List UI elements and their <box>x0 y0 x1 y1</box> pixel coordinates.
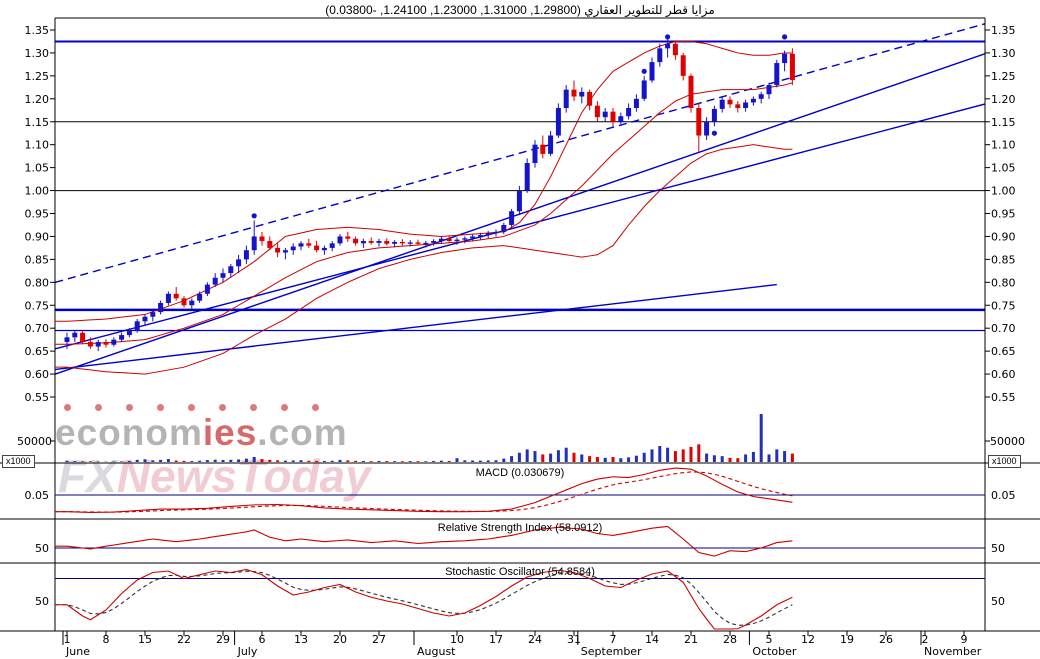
svg-text:8: 8 <box>103 633 110 646</box>
chart-frame <box>0 17 1040 632</box>
svg-text:26: 26 <box>879 633 893 646</box>
svg-text:50: 50 <box>35 542 49 555</box>
svg-text:50000: 50000 <box>990 435 1025 448</box>
svg-text:15: 15 <box>138 633 152 646</box>
svg-text:1.15: 1.15 <box>25 116 50 129</box>
svg-text:12: 12 <box>801 633 815 646</box>
svg-text:0.60: 0.60 <box>991 368 1016 381</box>
svg-text:November: November <box>924 645 982 658</box>
rsi-line <box>55 525 793 557</box>
candles <box>64 39 795 352</box>
marker-dots <box>251 34 788 219</box>
date-axis: 1 8 15 22 29 6 13 20 27 10 17 24 31 7 14 21 28 5 12 19 26 2 9J… <box>62 631 982 658</box>
svg-text:0.95: 0.95 <box>991 208 1016 221</box>
svg-text:7: 7 <box>610 633 617 646</box>
svg-text:22: 22 <box>177 633 191 646</box>
svg-text:0.05: 0.05 <box>25 489 50 502</box>
watermark-fxnewstoday: FXNewsToday <box>58 449 371 503</box>
svg-text:1.10: 1.10 <box>991 139 1016 152</box>
svg-text:0.80: 0.80 <box>25 276 50 289</box>
svg-text:1.05: 1.05 <box>991 162 1016 175</box>
svg-text:0.05: 0.05 <box>991 489 1016 502</box>
svg-text:0.85: 0.85 <box>25 253 50 266</box>
svg-text:31: 31 <box>567 633 581 646</box>
svg-text:1.10: 1.10 <box>25 139 50 152</box>
svg-text:10: 10 <box>450 633 464 646</box>
svg-text:1.05: 1.05 <box>25 162 50 175</box>
svg-text:October: October <box>752 645 796 658</box>
svg-text:June: June <box>65 645 90 658</box>
price-axis-labels: 1.35 1.35 1.30 1.30 1.25 1.25 1.20 1.20 1.15 1.15… <box>17 24 1025 608</box>
svg-text:1.00: 1.00 <box>25 185 50 198</box>
svg-text:0.70: 0.70 <box>25 322 50 335</box>
watermark-fx: FX <box>58 450 117 502</box>
svg-text:50000: 50000 <box>17 435 52 448</box>
svg-text:July: July <box>237 645 258 658</box>
svg-text:1.25: 1.25 <box>25 70 50 83</box>
svg-text:1.35: 1.35 <box>991 24 1016 37</box>
svg-text:0.85: 0.85 <box>991 253 1016 266</box>
watermark-economies-com: .com <box>257 412 348 453</box>
svg-text:0.90: 0.90 <box>991 230 1016 243</box>
svg-text:21: 21 <box>684 633 698 646</box>
volume-unit-label-left: x1000 <box>2 455 35 468</box>
stochastic-lines <box>55 568 793 630</box>
svg-text:6: 6 <box>259 633 266 646</box>
svg-text:2: 2 <box>922 633 929 646</box>
svg-text:17: 17 <box>489 633 503 646</box>
svg-text:50: 50 <box>35 595 49 608</box>
svg-text:50: 50 <box>991 595 1005 608</box>
svg-text:9: 9 <box>961 633 968 646</box>
svg-text:August: August <box>417 645 456 658</box>
svg-text:1.25: 1.25 <box>991 70 1016 83</box>
svg-text:1: 1 <box>64 633 71 646</box>
volume-unit-label-right: x1000 <box>988 455 1021 468</box>
svg-text:0.90: 0.90 <box>25 230 50 243</box>
svg-text:0.55: 0.55 <box>25 391 50 404</box>
svg-text:50: 50 <box>991 542 1005 555</box>
svg-text:29: 29 <box>216 633 230 646</box>
svg-text:1.30: 1.30 <box>25 47 50 60</box>
macd-lines <box>55 467 793 514</box>
svg-text:September: September <box>581 645 642 658</box>
svg-text:14: 14 <box>645 633 659 646</box>
svg-text:20: 20 <box>333 633 347 646</box>
svg-text:1.30: 1.30 <box>991 47 1016 60</box>
svg-text:1.35: 1.35 <box>25 24 50 37</box>
indicator-gridlines <box>55 494 985 579</box>
price-level-lines <box>55 40 985 332</box>
svg-text:24: 24 <box>528 633 542 646</box>
svg-text:27: 27 <box>372 633 386 646</box>
svg-text:0.75: 0.75 <box>25 299 50 312</box>
svg-text:0.95: 0.95 <box>25 208 50 221</box>
svg-text:5: 5 <box>766 633 773 646</box>
watermark-economies-red: ies <box>202 412 258 453</box>
svg-text:28: 28 <box>723 633 737 646</box>
svg-text:0.65: 0.65 <box>991 345 1016 358</box>
svg-text:1.00: 1.00 <box>991 185 1016 198</box>
trendlines <box>55 23 985 375</box>
svg-text:0.75: 0.75 <box>991 299 1016 312</box>
svg-text:0.65: 0.65 <box>25 345 50 358</box>
svg-text:13: 13 <box>294 633 308 646</box>
svg-text:1.20: 1.20 <box>991 93 1016 106</box>
bollinger-bands <box>55 40 793 375</box>
svg-text:1.15: 1.15 <box>991 116 1016 129</box>
svg-text:0.70: 0.70 <box>991 322 1016 335</box>
svg-text:0.60: 0.60 <box>25 368 50 381</box>
watermark-logo-dots <box>64 404 319 411</box>
svg-text:19: 19 <box>840 633 854 646</box>
svg-text:0.55: 0.55 <box>991 391 1016 404</box>
svg-text:0.80: 0.80 <box>991 276 1016 289</box>
watermark-economies: economies.com <box>55 412 348 454</box>
watermark-economies-gray: econom <box>55 412 203 453</box>
svg-text:1.20: 1.20 <box>25 93 50 106</box>
watermark-newstoday: NewsToday <box>116 450 371 502</box>
volume-bars <box>65 414 794 462</box>
